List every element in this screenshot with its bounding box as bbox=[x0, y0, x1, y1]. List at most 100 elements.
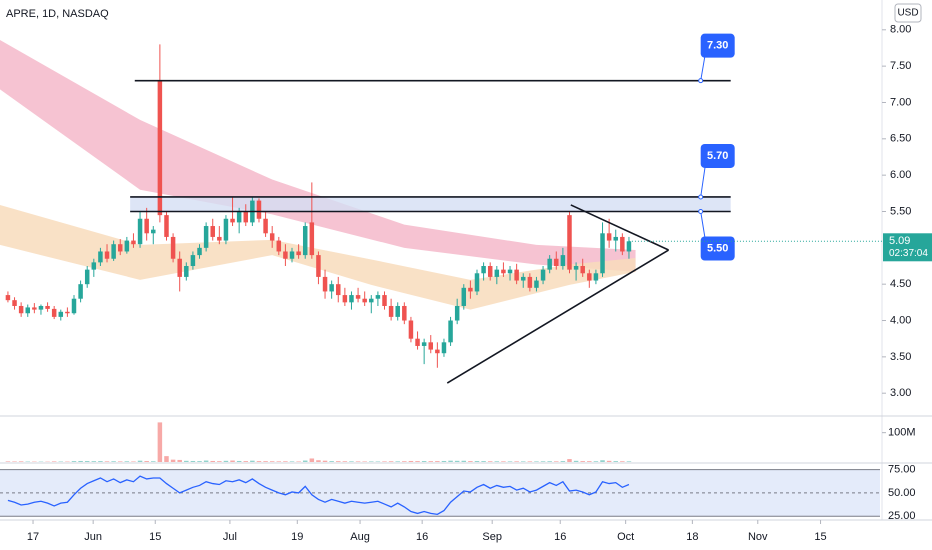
x-tick-label: Aug bbox=[350, 531, 370, 543]
volume-bar bbox=[316, 460, 321, 462]
volume-bar bbox=[197, 461, 202, 462]
level-label: 7.30 bbox=[707, 40, 728, 52]
candle-body bbox=[263, 218, 268, 234]
y-tick-label: 7.50 bbox=[890, 60, 911, 72]
volume-bar bbox=[283, 461, 288, 462]
volume-bar bbox=[164, 456, 169, 462]
candle-body bbox=[388, 305, 394, 317]
y-tick-label: 3.00 bbox=[890, 387, 911, 399]
volume-bar bbox=[336, 461, 341, 462]
level-anchor bbox=[698, 78, 704, 84]
candle-body bbox=[137, 218, 143, 245]
rsi-tick-label: 25.00 bbox=[888, 510, 916, 522]
volume-bar bbox=[78, 460, 83, 462]
level-label-box[interactable] bbox=[700, 33, 735, 58]
volume-bar bbox=[117, 461, 123, 462]
volume-bar bbox=[428, 461, 433, 462]
volume-bar bbox=[302, 460, 308, 462]
rsi-tick-label: 75.00 bbox=[888, 463, 916, 475]
candle-body bbox=[78, 284, 83, 299]
volume-bar bbox=[18, 461, 24, 462]
volume-bar bbox=[157, 422, 163, 462]
candle-body bbox=[184, 266, 189, 277]
candle-body bbox=[336, 284, 341, 296]
candle-body bbox=[269, 233, 275, 241]
volume-bar bbox=[217, 461, 222, 462]
volume-bar bbox=[507, 461, 513, 462]
volume-bar bbox=[520, 461, 526, 462]
volume-bar bbox=[626, 461, 632, 462]
candle-body bbox=[230, 218, 235, 223]
candle-body bbox=[349, 295, 354, 303]
candle-body bbox=[408, 320, 414, 339]
volume-bar bbox=[190, 460, 196, 462]
currency-box[interactable] bbox=[894, 3, 922, 23]
candle-body bbox=[98, 251, 103, 263]
x-tick-label: Oct bbox=[617, 531, 634, 543]
x-tick-label: 15 bbox=[814, 531, 826, 543]
candle-body bbox=[481, 266, 486, 274]
candle-body bbox=[554, 258, 559, 267]
candle-body bbox=[527, 276, 533, 288]
chart-title: APRE, 1D, NASDAQ bbox=[6, 8, 109, 20]
x-tick-label: 16 bbox=[416, 531, 428, 543]
volume-bar bbox=[177, 459, 182, 462]
y-tick-label: 6.00 bbox=[890, 169, 911, 181]
candle-body bbox=[131, 240, 136, 245]
candle-body bbox=[613, 236, 618, 241]
currency[interactable]: USD bbox=[897, 8, 918, 19]
candle-body bbox=[421, 342, 427, 346]
rsi-tick-label: 50.00 bbox=[888, 487, 916, 499]
level-label-box[interactable] bbox=[700, 236, 735, 261]
volume-bar bbox=[289, 461, 295, 462]
candle-body bbox=[51, 308, 57, 317]
volume-bar bbox=[104, 461, 110, 462]
volume-bar bbox=[382, 461, 387, 462]
volume-bar bbox=[269, 461, 275, 462]
x-tick-label: 18 bbox=[686, 531, 698, 543]
candle-body bbox=[289, 251, 295, 259]
candle-body bbox=[302, 226, 308, 256]
candle-body bbox=[435, 349, 440, 354]
level-label-box[interactable] bbox=[700, 143, 735, 168]
candle-body bbox=[501, 269, 506, 274]
y-tick-label: 4.50 bbox=[890, 278, 911, 290]
volume-bar bbox=[151, 461, 156, 462]
candle-body bbox=[283, 251, 288, 259]
volume-bar bbox=[144, 461, 149, 462]
volume-bar bbox=[236, 460, 242, 462]
candle-body bbox=[626, 241, 632, 252]
volume-bar bbox=[501, 461, 506, 462]
volume-bar bbox=[435, 461, 440, 462]
candle-body bbox=[587, 273, 592, 281]
volume-bar bbox=[203, 460, 209, 462]
candle-body bbox=[494, 269, 500, 277]
volume-bar bbox=[91, 461, 97, 462]
y-tick-label: 3.50 bbox=[890, 351, 911, 363]
volume-bar bbox=[613, 461, 618, 462]
candle-body bbox=[355, 295, 361, 299]
volume-bar bbox=[587, 461, 592, 462]
candle-body bbox=[540, 269, 546, 281]
candle-body bbox=[600, 233, 605, 274]
candle-body bbox=[38, 305, 44, 310]
candle-body bbox=[573, 266, 579, 270]
volume-bar bbox=[276, 461, 282, 462]
x-tick-label: 17 bbox=[27, 531, 39, 543]
candle-body bbox=[487, 266, 493, 277]
volume-bar bbox=[309, 458, 315, 462]
volume-bar bbox=[250, 460, 255, 462]
volume-bar bbox=[620, 461, 625, 462]
volume-bar bbox=[494, 461, 500, 462]
candle-body bbox=[104, 251, 110, 259]
volume-bar bbox=[567, 459, 572, 462]
candle-body bbox=[375, 295, 381, 299]
volume-bar bbox=[461, 460, 467, 462]
candle-body bbox=[157, 80, 163, 216]
volume-bar bbox=[296, 461, 301, 462]
volume-bar bbox=[12, 461, 17, 462]
candle-body bbox=[190, 255, 196, 267]
candle-body bbox=[474, 273, 480, 292]
level-zone bbox=[130, 196, 731, 212]
